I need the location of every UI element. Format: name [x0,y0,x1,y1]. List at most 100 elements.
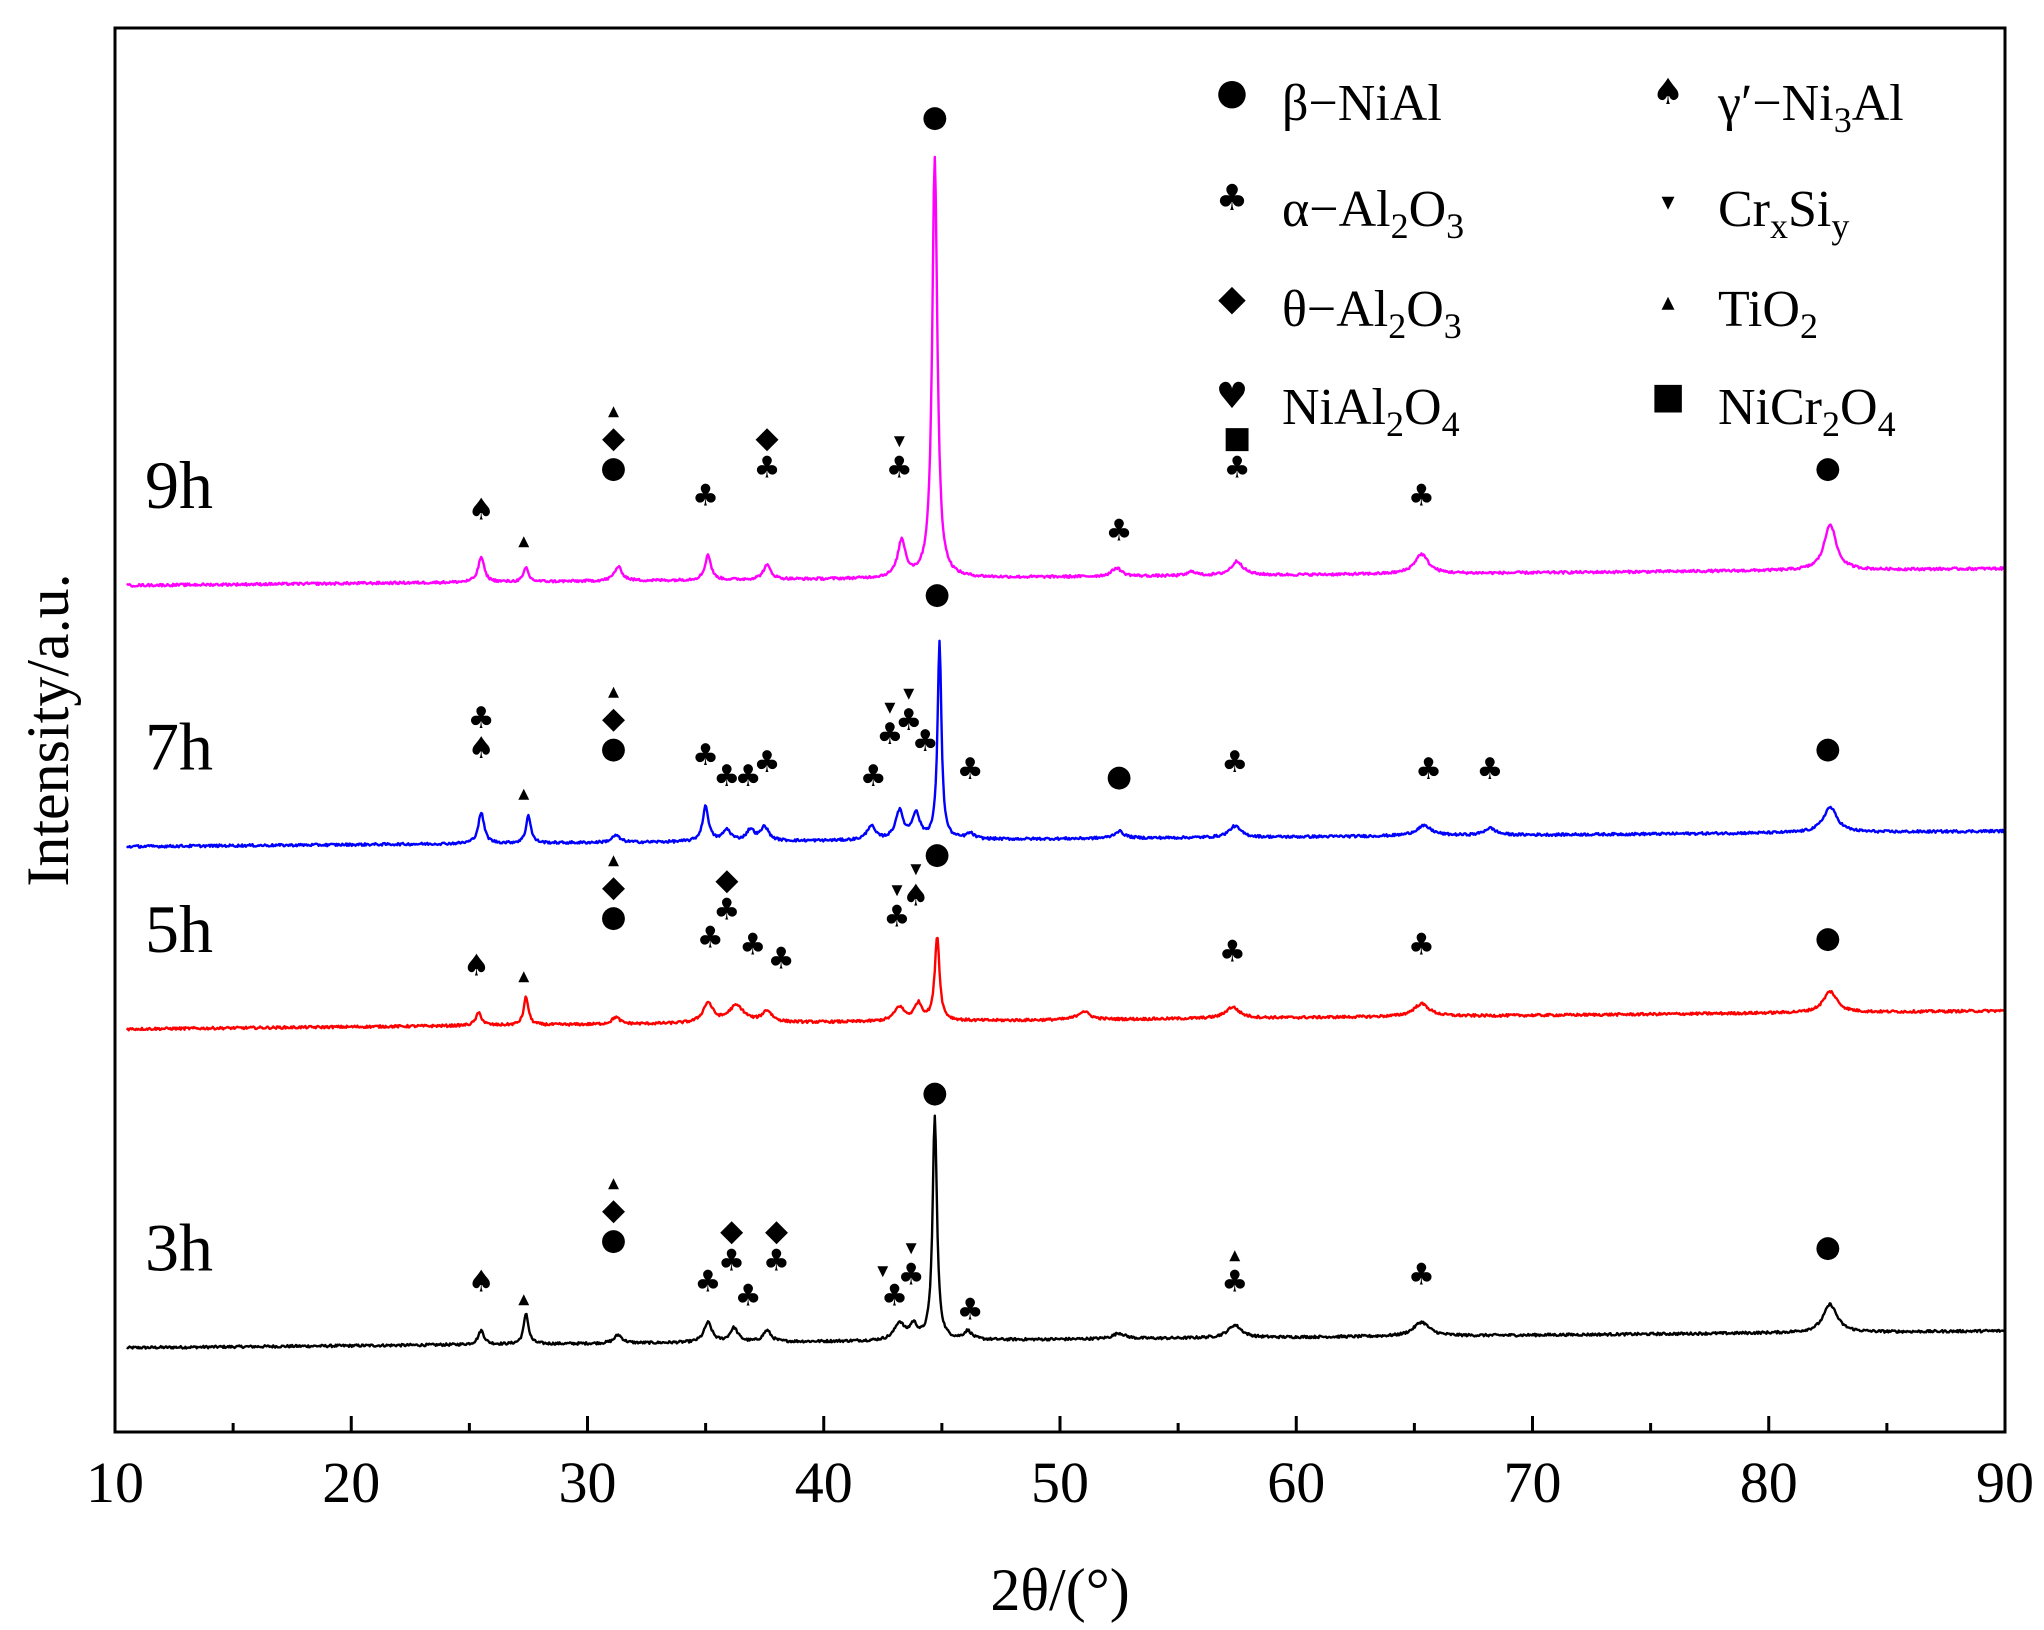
legend-label-square: NiCr2O4 [1718,379,1896,444]
marker-dash-up-3h-12: ▴ [1229,1243,1240,1268]
marker-club-3h-11: ♣ [957,1293,984,1328]
marker-diamond-9h-2: ◆ [602,420,625,455]
marker-club-3h-5: ♣ [735,1279,762,1314]
marker-circle-7h-13: ● [1106,759,1132,794]
marker-circle-7h-2: ● [600,731,626,766]
marker-club-7h-3: ♣ [692,738,719,773]
marker-club-3h-6: ♣ [763,1244,790,1279]
legend: ● β−NiAl ♠ γ′−Ni3Al ♣ α−Al2O3 ▾ CrxSiy ◆ θ−Al2O3 ▴… [1216,72,1904,444]
marker-club-7h-5: ♣ [735,759,762,794]
marker-dash-up-5h-2: ▴ [608,848,619,873]
y-axis-title: Intensity/a.u. [15,573,81,886]
marker-dash-up-5h-1: ▴ [518,964,529,989]
marker-dash-down-7h-9: ▾ [903,681,914,706]
marker-circle-3h-14: ● [1815,1230,1841,1265]
legend-item-dash-down: ▾ CrxSiy [1661,181,1849,246]
x-tick-label: 90 [1976,1450,2034,1515]
marker-club-7h-7: ♣ [860,759,887,794]
marker-circle-9h-10: ● [1815,450,1841,485]
legend-label-heart: NiAl2O4 [1282,379,1460,444]
series-lines [125,155,2006,1350]
legend-label-club: α−Al2O3 [1282,181,1464,246]
marker-circle-7h-11: ● [924,577,950,612]
marker-circle-3h-2: ● [600,1223,626,1258]
x-tick-label: 70 [1504,1450,1562,1515]
marker-circle-7h-17: ● [1815,731,1841,766]
legend-symbol-spade: ♠ [1652,72,1684,113]
marker-club-3h-8: ♣ [881,1279,908,1314]
marker-club-7h-10: ♣ [912,724,939,759]
x-tick-label: 10 [86,1450,144,1515]
marker-circle-5h-2: ● [600,900,626,935]
series-label-7h: 7h [145,708,213,784]
series-label-9h: 9h [145,447,213,523]
marker-spade-9h-0: ♠ [468,492,495,527]
series-line-7h [125,639,2005,849]
marker-dash-down-9h-5: ▾ [894,428,905,453]
marker-diamond-3h-2: ◆ [602,1193,625,1228]
marker-club-3h-13: ♣ [1408,1258,1435,1293]
marker-club-9h-3: ♣ [692,478,719,513]
legend-item-dash-up: ▴ TiO2 [1661,281,1817,346]
marker-club-3h-12: ♣ [1221,1265,1248,1300]
legend-label-circle: β−NiAl [1282,75,1442,132]
x-tick-label: 40 [795,1450,853,1515]
marker-club-9h-8: ♣ [1224,450,1251,485]
x-axis-ticks: 10 20 30 40 50 60 70 80 90 [86,1416,2034,1515]
marker-club-3h-3: ♣ [695,1265,722,1300]
marker-diamond-5h-2: ◆ [602,870,625,905]
marker-club-5h-11: ♣ [1408,928,1435,963]
marker-dash-up-9h-1: ▴ [518,529,529,554]
marker-spade-5h-0: ♠ [463,949,490,984]
marker-club-7h-0: ♣ [468,701,495,736]
series-line-3h [126,1114,2006,1350]
marker-club-7h-8: ♣ [876,717,903,752]
x-axis-title: 2θ/(°) [990,1557,1129,1623]
marker-diamond-3h-4: ◆ [720,1214,743,1249]
marker-club-7h-6: ♣ [754,745,781,780]
marker-club-5h-10: ♣ [1219,935,1246,970]
marker-club-3h-4: ♣ [718,1244,745,1279]
marker-club-3h-9: ♣ [898,1258,925,1293]
legend-label-dash-up: TiO2 [1718,281,1818,346]
marker-circle-9h-2: ● [600,450,626,485]
marker-dash-down-3h-9: ▾ [906,1236,917,1261]
legend-item-heart: ♥ NiAl2O4 [1216,376,1460,444]
x-tick-label: 50 [1031,1450,1089,1515]
legend-symbol-square: ■ [1651,376,1685,417]
marker-square-9h-8: ■ [1223,420,1251,455]
series-label-3h: 3h [145,1210,213,1286]
marker-club-5h-7: ♣ [884,900,911,935]
marker-club-9h-7: ♣ [1106,514,1133,549]
phase-markers: ♠ ▴▴◆●♣◆♣♣◆♣ ▾♣▾♣●♣▴♣ ♣●♠ ▴▴◆●♣◆♣♣ ♣▾♣▾♠●♣ ♣ ●♣… [463,99,1841,1327]
series-label-5h: 5h [145,891,213,967]
marker-dash-up-9h-2: ▴ [608,398,619,423]
marker-club-7h-9: ♣ [895,703,922,738]
marker-dash-down-5h-7: ▾ [891,878,902,903]
x-tick-label: 60 [1267,1450,1325,1515]
marker-club-7h-14: ♣ [1221,745,1248,780]
marker-dash-down-5h-8: ▾ [910,857,921,882]
marker-club-7h-15: ♣ [1415,752,1442,787]
marker-club-5h-6: ♣ [768,942,795,977]
marker-diamond-3h-6: ◆ [765,1214,788,1249]
plot-frame [113,26,2007,1434]
marker-dash-down-3h-7: ▾ [877,1259,888,1284]
x-tick-label: 20 [322,1450,380,1515]
legend-symbol-circle: ● [1216,72,1247,113]
x-tick-label: 30 [559,1450,617,1515]
legend-symbol-club: ♣ [1216,178,1248,219]
legend-label-diamond: θ−Al2O3 [1282,281,1462,346]
marker-club-7h-16: ♣ [1477,752,1504,787]
series-line-9h [126,155,2005,588]
marker-dash-up-7h-2: ▴ [608,679,619,704]
legend-symbol-dash-up: ▴ [1661,287,1674,317]
legend-symbol-dash-down: ▾ [1661,187,1674,217]
series-line-5h [125,936,2006,1032]
marker-circle-3h-10: ● [922,1075,948,1110]
legend-symbol-diamond: ◆ [1218,278,1246,319]
legend-item-square: ■ NiCr2O4 [1651,376,1896,444]
legend-item-diamond: ◆ θ−Al2O3 [1218,278,1462,346]
marker-club-9h-9: ♣ [1408,478,1435,513]
